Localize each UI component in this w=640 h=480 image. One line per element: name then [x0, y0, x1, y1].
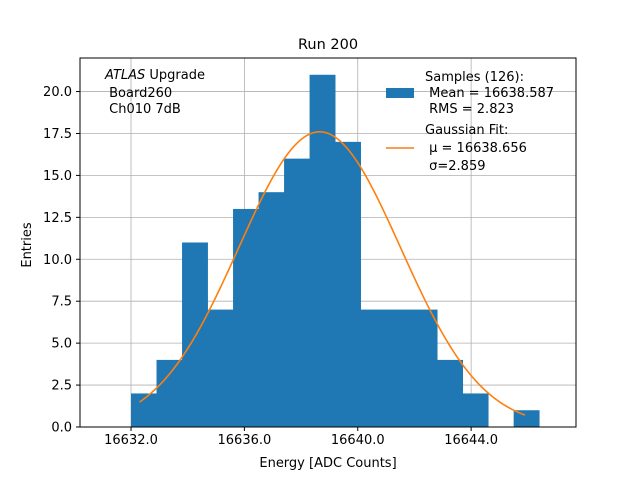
x-axis-label: Energy [ADC Counts] — [259, 456, 396, 471]
x-tick-label: 16632.0 — [104, 433, 158, 448]
histogram-bar — [182, 242, 208, 427]
annotation-channel: Ch010 7dB — [105, 102, 181, 117]
y-tick-label: 15.0 — [43, 169, 72, 184]
histogram-bar — [411, 309, 438, 427]
y-tick-label: 17.5 — [43, 127, 72, 142]
axis-ticks: 16632.0 16636.0 16640.0 16644.0 0.0 2.5 5.0 7.5… — [43, 85, 498, 448]
chart-title: Run 200 — [298, 37, 358, 53]
legend-histogram-swatch — [386, 88, 414, 98]
y-tick-label: 12.5 — [43, 211, 72, 226]
histogram-bar — [462, 393, 489, 427]
y-tick-label: 2.5 — [51, 379, 72, 394]
y-tick-label: 7.5 — [51, 295, 72, 310]
y-tick-label: 20.0 — [43, 85, 72, 100]
legend-fit-line-1: Gaussian Fit: — [425, 123, 508, 138]
y-tick-label: 0.0 — [51, 421, 72, 436]
axes-frame — [79, 57, 577, 428]
histogram-bar — [513, 410, 540, 427]
gaussian-fit — [139, 131, 526, 416]
x-tick-label: 16640.0 — [331, 433, 385, 448]
histogram-bar — [386, 309, 413, 427]
annotation-board: Board260 — [105, 86, 172, 101]
legend-histogram-line-3: RMS = 2.823 — [425, 102, 514, 117]
y-axis-label: Entries — [20, 222, 35, 268]
annotation-upgrade: Upgrade — [145, 68, 205, 83]
histogram-bar — [258, 192, 285, 427]
legend-fit-line-2: μ = 16638.656 — [425, 141, 527, 156]
histogram-bar — [309, 74, 336, 427]
atlas-annotation: ATLAS Upgrade Board260 Ch010 7dB — [104, 68, 205, 117]
histogram-bar — [360, 309, 387, 427]
y-tick-label: 5.0 — [51, 337, 72, 352]
histogram-bars — [131, 74, 540, 428]
x-tick-label: 16644.0 — [444, 433, 498, 448]
y-tick-label: 10.0 — [43, 253, 72, 268]
legend-histogram-line-1: Samples (126): — [425, 70, 524, 85]
gaussian-fit-curve — [139, 131, 526, 416]
plot-frame — [79, 57, 577, 428]
legend: Samples (126): Mean = 16638.587 RMS = 2.… — [386, 70, 554, 174]
legend-fit-line-3: σ=2.859 — [425, 159, 485, 174]
histogram-bar — [284, 158, 310, 428]
histogram-bar — [233, 208, 259, 427]
histogram-bar — [207, 309, 234, 427]
histogram-bar — [335, 141, 361, 427]
legend-histogram-line-2: Mean = 16638.587 — [425, 86, 554, 101]
histogram-bar — [156, 359, 183, 427]
histogram-bar — [437, 359, 464, 427]
svg-text:ATLAS Upgrade: ATLAS Upgrade — [104, 68, 205, 83]
annotation-atlas: ATLAS — [104, 68, 145, 83]
x-tick-label: 16636.0 — [218, 433, 272, 448]
